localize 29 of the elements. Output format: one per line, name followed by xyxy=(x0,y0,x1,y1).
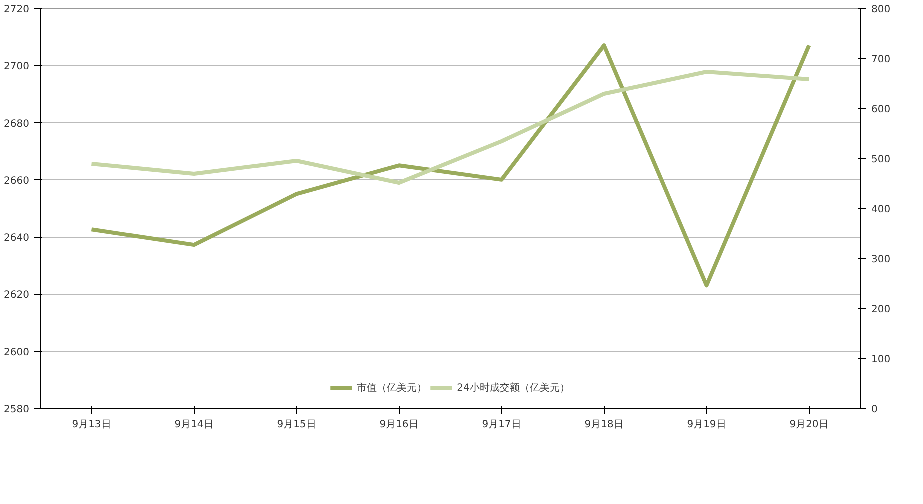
y2-tick-label: 300 xyxy=(872,254,891,266)
y-tick-label: 2600 xyxy=(4,347,30,358)
y2-tick-label: 100 xyxy=(872,354,891,366)
y-tick-label: 2680 xyxy=(4,118,30,130)
y-tick-label: 2580 xyxy=(4,404,30,416)
x-tick-label: 9月20日 xyxy=(790,420,829,430)
x-tick-label: 9月18日 xyxy=(584,420,624,430)
x-tick-label: 9月17日 xyxy=(482,420,522,430)
line-series xyxy=(90,70,812,185)
y2-tick-label: 200 xyxy=(872,304,891,316)
y-tick-label: 2640 xyxy=(4,233,30,244)
y-tick-label: 2720 xyxy=(4,4,30,16)
y-tick-label: 2660 xyxy=(4,176,30,187)
y-tick-label: 2700 xyxy=(4,62,30,73)
x-tick-label: 9月15日 xyxy=(277,420,316,430)
x-tick-label: 9月16日 xyxy=(380,420,419,430)
y-tick-label: 2620 xyxy=(4,290,30,302)
y2-tick-label: 800 xyxy=(872,4,891,16)
legend-label: 市值（亿美元） xyxy=(357,382,428,395)
x-tick-label: 9月19日 xyxy=(687,420,726,430)
x-tick-label: 9月14日 xyxy=(174,420,214,430)
y2-tick-label: 600 xyxy=(872,104,891,116)
y2-tick-label: 400 xyxy=(872,204,891,216)
line-series xyxy=(90,44,812,288)
y2-tick-label: 0 xyxy=(872,404,878,416)
y2-tick-label: 500 xyxy=(872,154,891,166)
x-tick-label: 9月13日 xyxy=(72,420,112,430)
legend-label: 24小时成交额（亿美元） xyxy=(457,382,570,395)
y2-tick-label: 700 xyxy=(872,54,891,66)
